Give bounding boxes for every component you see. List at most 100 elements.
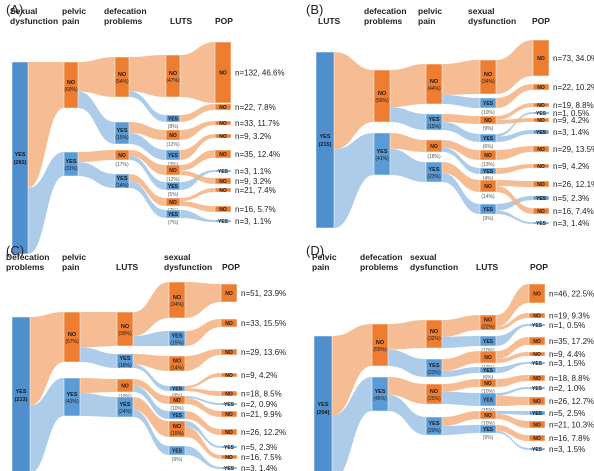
pop-count-label: n=16, 7.8% (549, 434, 590, 443)
node-label: NO (484, 153, 492, 159)
pop-node (528, 283, 546, 304)
node-label: YES (532, 411, 543, 417)
column-header: pelvic pain (62, 252, 86, 272)
flow-link (496, 395, 529, 406)
node-label: NO (484, 413, 492, 419)
node-label: YES (317, 402, 328, 408)
node-label: NO (533, 352, 541, 358)
node-value: (31%) (64, 166, 78, 172)
flow-link (185, 426, 221, 459)
c3-node (479, 378, 497, 388)
node-value: (44%) (427, 86, 441, 92)
c3-node (165, 114, 181, 123)
flow-link (390, 133, 426, 152)
node-label: YES (536, 130, 547, 136)
flow-link (496, 196, 533, 211)
pop-count-label: n=21, 7.4% (235, 186, 276, 195)
flow-link (496, 387, 529, 396)
node-label: NO (219, 179, 227, 185)
flow-link (496, 425, 529, 441)
column-header: Pelvic pain (312, 252, 337, 272)
node-label: NO (219, 188, 227, 194)
c3-node (168, 330, 186, 347)
flow-link (180, 170, 215, 184)
pop-node (528, 420, 546, 429)
pop-count-label: n=16, 7.4% (553, 207, 594, 216)
links (332, 284, 529, 471)
flow-link (80, 312, 117, 348)
node-label: NO (173, 424, 182, 430)
c3-node (479, 115, 497, 125)
pop-node (220, 318, 238, 328)
c3-node (479, 424, 497, 434)
c3-node (165, 149, 181, 161)
pop-count-label: n=5, 2.3% (553, 194, 589, 203)
pop-count-label: n=73, 34.0% (553, 54, 594, 63)
node-label: YES (532, 447, 543, 453)
panel-label: (D) (306, 243, 324, 258)
node-label: NO (533, 292, 541, 298)
flow-link (496, 313, 529, 330)
node-label: YES (483, 101, 494, 107)
c3-node (479, 167, 497, 175)
flow-link (442, 162, 480, 192)
pop-node (532, 145, 550, 153)
node-label: NO (430, 79, 439, 85)
node-label: YES (172, 387, 183, 393)
node-value: (24%) (118, 409, 132, 415)
node-value: (69%) (64, 87, 78, 93)
flow-link (442, 336, 480, 348)
node-label: YES (218, 219, 229, 225)
pop-node (528, 386, 546, 390)
flow-link (80, 378, 117, 393)
pop-count-label: n=22, 7.8% (235, 103, 276, 112)
pop-node (528, 396, 546, 406)
pop-node (220, 372, 238, 378)
c2-node (116, 378, 134, 393)
node-label: NO (484, 355, 492, 361)
node-label: YES (428, 117, 439, 123)
flow-link (133, 354, 169, 371)
flow-link (30, 312, 64, 406)
pop-count-label: n=29, 13.6% (241, 348, 286, 357)
node-value: (47%) (166, 78, 180, 84)
node-label: NO (537, 118, 545, 124)
pop-node (220, 454, 238, 460)
flow-link (496, 84, 533, 108)
pop-count-label: n=35, 12.4% (235, 150, 280, 159)
node-label: YES (532, 361, 543, 367)
column-header: sexual dysfunction (164, 252, 212, 272)
node-value: (54%) (115, 79, 129, 85)
node-label: YES (119, 402, 130, 408)
nodes: YES(215)NO(59%)YES(41%)NO(44%)YES(15%)NO… (315, 39, 594, 229)
c3-node (479, 410, 497, 420)
node-label: NO (537, 103, 545, 109)
c1-node (63, 311, 81, 363)
pop-count-label: n=3, 1.1% (235, 217, 271, 226)
node-label: NO (484, 318, 493, 324)
node-label: NO (533, 314, 541, 320)
node-value: (14%) (481, 194, 495, 200)
pop-count-label: n=5, 2.5% (549, 409, 585, 418)
pop-count-label: n=9, 3.2% (235, 177, 271, 186)
c2-node (425, 161, 443, 183)
pop-count-label: n=2, 0.9% (241, 400, 277, 409)
node-value: (8%) (168, 124, 179, 130)
pop-node (532, 207, 550, 215)
root-node (11, 61, 29, 255)
node-label: YES (116, 128, 127, 134)
flow-link (332, 377, 372, 471)
pop-node (220, 402, 238, 406)
node-label: YES (66, 392, 77, 398)
flow-link (442, 94, 480, 108)
node-label: NO (533, 376, 541, 382)
pop-node (214, 169, 232, 173)
node-label: YES (168, 117, 179, 123)
pop-node (214, 120, 232, 126)
flow-link (185, 421, 221, 448)
flow-link (442, 60, 480, 95)
c3-node (168, 420, 186, 438)
pop-node (220, 348, 238, 356)
pop-node (532, 117, 550, 123)
